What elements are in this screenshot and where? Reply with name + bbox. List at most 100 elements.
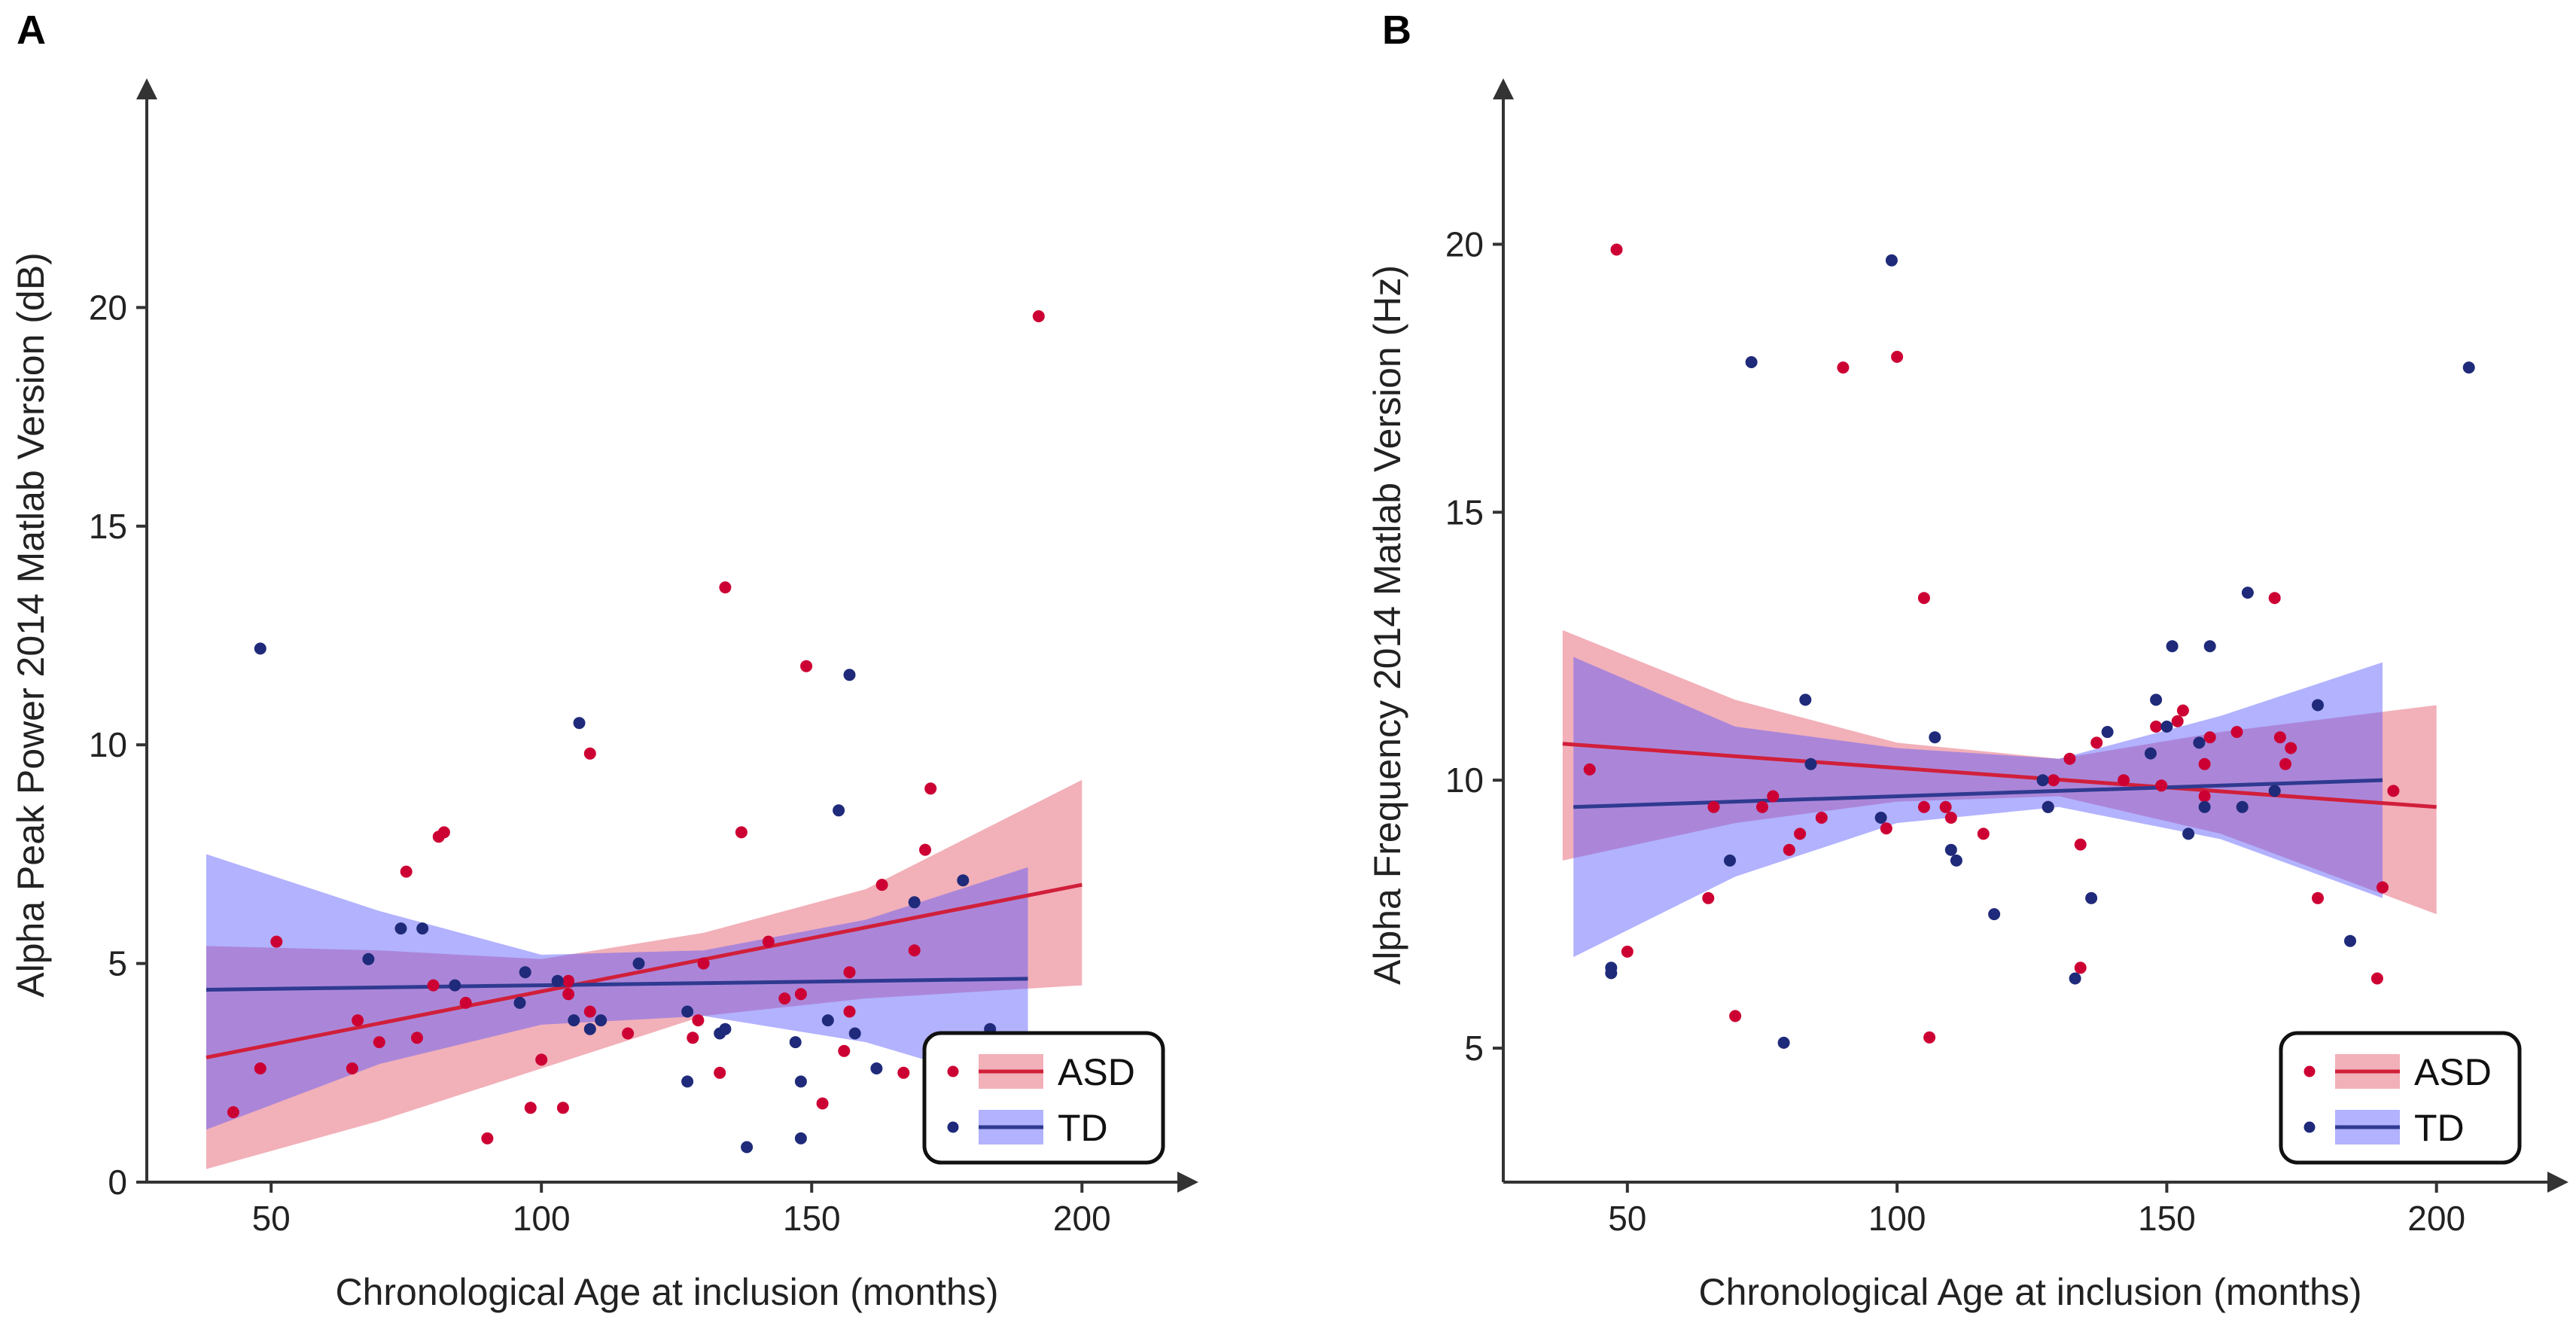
- y-axis-title: Alpha Frequency 2014 Matlab Version (Hz): [1366, 265, 1408, 985]
- td-data-point: [573, 717, 586, 730]
- asd-data-point: [622, 1027, 635, 1040]
- td-confidence-band: [206, 854, 1028, 1130]
- td-data-point: [2042, 800, 2054, 813]
- td-data-point: [1724, 854, 1736, 867]
- td-data-point: [1885, 254, 1898, 267]
- asd-data-point: [2230, 726, 2243, 739]
- legend-td-label: TD: [1058, 1107, 1108, 1149]
- asd-data-point: [1880, 822, 1892, 835]
- asd-data-point: [1917, 592, 1930, 605]
- td-data-point: [1745, 356, 1758, 368]
- y-tick-label: 20: [89, 288, 127, 327]
- asd-data-point: [373, 1036, 385, 1049]
- legend-td-point-swatch: [947, 1121, 959, 1133]
- td-data-point: [2182, 827, 2195, 840]
- asd-data-point: [1702, 891, 1715, 904]
- td-data-point: [843, 669, 856, 681]
- asd-data-point: [2074, 962, 2087, 974]
- td-data-point: [568, 1014, 580, 1027]
- td-data-point: [794, 1075, 807, 1088]
- asd-data-point: [535, 1053, 548, 1066]
- td-data-point: [1950, 854, 1962, 867]
- asd-data-point: [697, 957, 710, 970]
- legend: ASD TD: [2279, 1031, 2522, 1165]
- td-data-point: [2198, 800, 2211, 813]
- asd-confidence-band: [1562, 629, 2437, 915]
- asd-data-point: [2176, 704, 2189, 717]
- asd-data-point: [352, 1014, 364, 1027]
- x-tick-label: 50: [1608, 1199, 1646, 1238]
- x-tick-label: 150: [2138, 1199, 2196, 1238]
- asd-data-point: [838, 1044, 851, 1057]
- td-data-point: [2166, 640, 2179, 653]
- td-data-point: [1874, 812, 1887, 824]
- asd-data-point: [687, 1032, 699, 1044]
- asd-data-point: [778, 992, 791, 1005]
- asd-data-point: [254, 1062, 266, 1074]
- asd-data-point: [2171, 715, 2184, 727]
- td-data-point: [2036, 774, 2049, 787]
- asd-data-point: [2198, 757, 2211, 770]
- panel-letter: B: [1382, 8, 1411, 53]
- td-data-point: [2193, 736, 2206, 749]
- td-data-point: [2236, 800, 2249, 813]
- td-data-point: [741, 1141, 754, 1154]
- td-data-point: [632, 957, 645, 970]
- y-tick-label: 5: [1464, 1029, 1484, 1068]
- asd-data-point: [908, 944, 921, 957]
- asd-data-point: [1837, 361, 1850, 374]
- asd-data-point: [1032, 310, 1045, 322]
- x-axis-title: Chronological Age at inclusion (months): [335, 1271, 998, 1313]
- asd-data-point: [1939, 800, 1952, 813]
- asd-data-point: [1917, 800, 1930, 813]
- asd-data-point: [2203, 731, 2216, 744]
- asd-data-point: [524, 1102, 537, 1114]
- asd-data-point: [227, 1106, 239, 1119]
- y-tick-label: 5: [108, 944, 127, 983]
- td-data-point: [2069, 972, 2081, 985]
- asd-data-point: [1707, 800, 1720, 813]
- axis-ticks: 50 100 150 200 0 5 10 15 20: [89, 288, 1111, 1238]
- asd-data-point: [427, 979, 440, 992]
- asd-data-point: [2312, 891, 2324, 904]
- legend-asd-label: ASD: [1058, 1051, 1135, 1093]
- asd-data-point: [2118, 774, 2130, 787]
- asd-data-point: [897, 1066, 910, 1079]
- asd-data-point: [2074, 838, 2087, 851]
- asd-data-point: [2047, 774, 2060, 787]
- y-tick-label: 20: [1445, 224, 1484, 264]
- td-data-point: [394, 922, 407, 935]
- td-data-point: [513, 996, 526, 1009]
- td-data-point: [2462, 361, 2475, 374]
- asd-data-point: [762, 935, 775, 948]
- y-tick-label: 15: [89, 507, 127, 546]
- td-data-point: [2344, 934, 2356, 947]
- asd-regression-line: [206, 882, 1082, 1059]
- td-confidence-band: [1573, 657, 2383, 958]
- asd-data-point: [735, 826, 748, 839]
- td-data-point: [254, 642, 266, 655]
- td-data-point: [551, 974, 564, 987]
- td-data-point: [848, 1027, 861, 1040]
- y-tick-label: 10: [89, 725, 127, 764]
- td-data-point: [789, 1036, 802, 1049]
- asd-data-point: [1729, 1010, 1742, 1023]
- asd-data-point: [400, 865, 413, 878]
- asd-data-point: [919, 843, 931, 856]
- td-data-point: [681, 1005, 694, 1018]
- td-data-point: [416, 922, 429, 935]
- asd-data-point: [562, 974, 575, 987]
- data-points: [1583, 243, 2475, 1049]
- asd-data-point: [346, 1062, 358, 1074]
- asd-data-point: [794, 988, 807, 1001]
- x-tick-label: 200: [1053, 1199, 1111, 1238]
- td-data-point: [1929, 731, 1941, 744]
- asd-data-point: [437, 826, 450, 839]
- asd-data-point: [583, 747, 596, 760]
- x-tick-label: 150: [783, 1199, 841, 1238]
- td-data-point: [1944, 843, 1957, 856]
- asd-data-point: [583, 1005, 596, 1018]
- asd-data-point: [843, 966, 856, 979]
- confidence-bands: [1562, 629, 2437, 958]
- x-tick-label: 100: [513, 1199, 571, 1238]
